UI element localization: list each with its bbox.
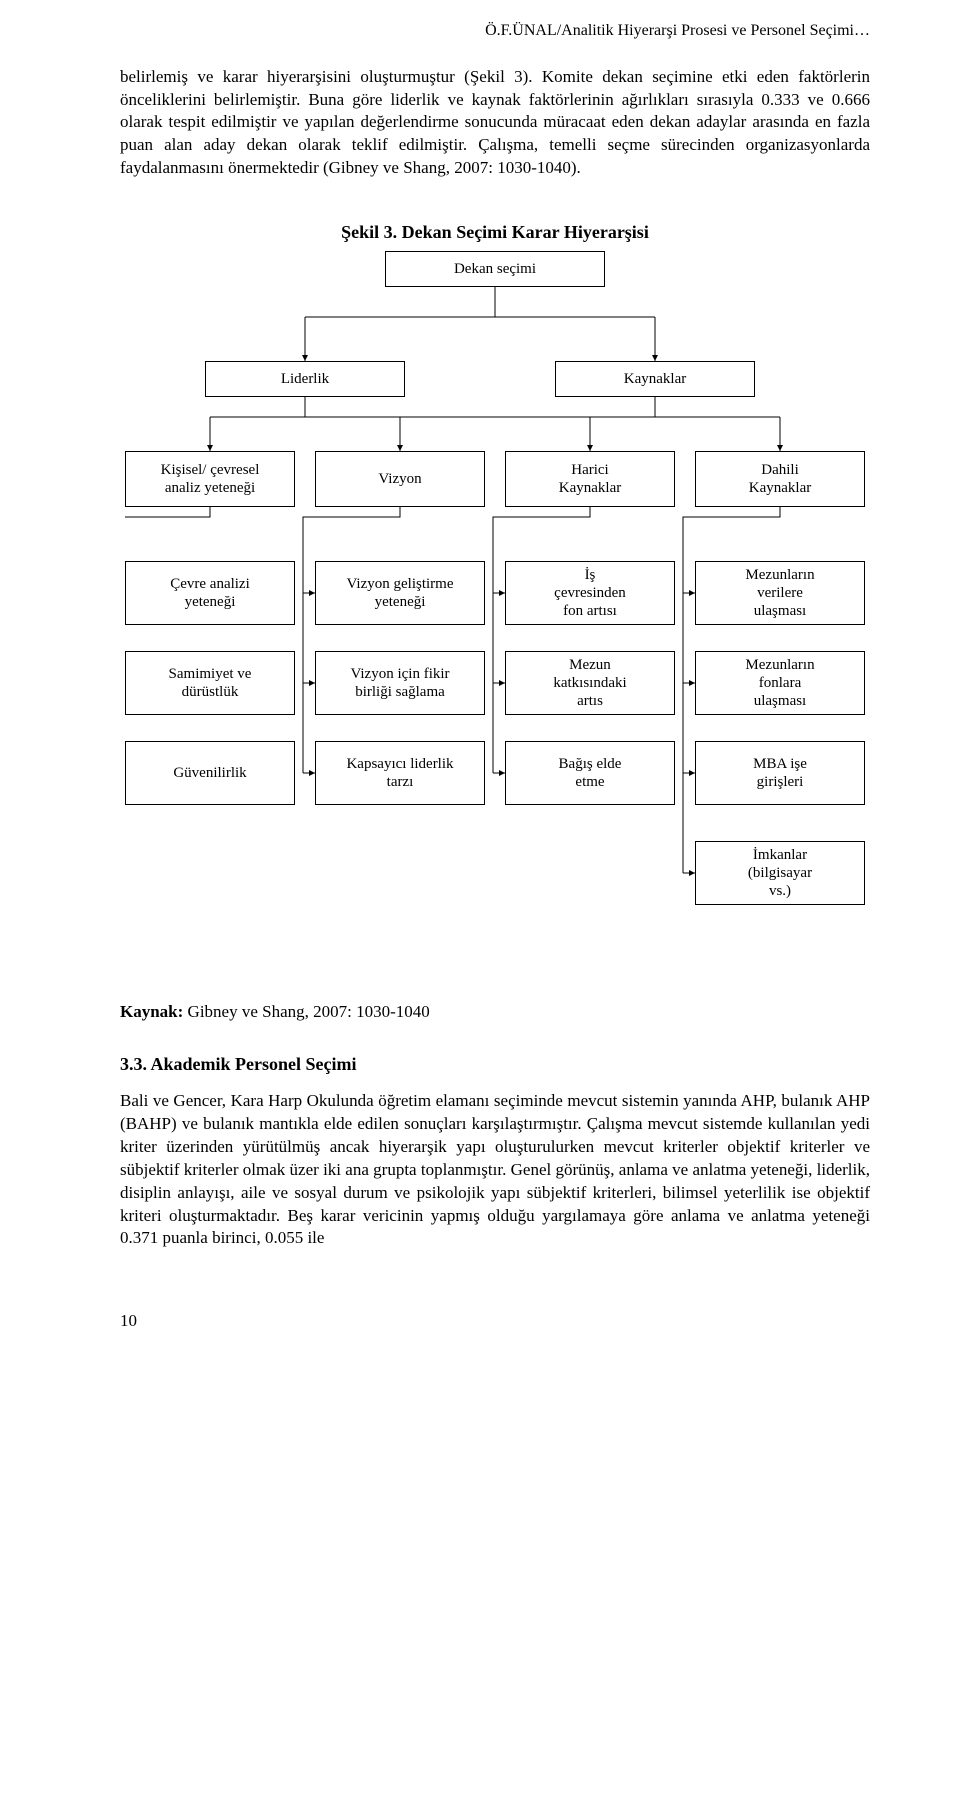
running-header: Ö.F.ÜNAL/Analitik Hiyerarşi Prosesi ve P… bbox=[120, 20, 870, 42]
level1-box-0: Liderlik bbox=[205, 361, 405, 397]
source-text: Gibney ve Shang, 2007: 1030-1040 bbox=[183, 1002, 429, 1021]
level2-box-2: Harici Kaynaklar bbox=[505, 451, 675, 507]
leaf-3-3: İmkanlar (bilgisayar vs.) bbox=[695, 841, 865, 905]
figure-title: Şekil 3. Dekan Seçimi Karar Hiyerarşisi bbox=[120, 220, 870, 244]
leaf-0-0: Çevre analizi yeteneği bbox=[125, 561, 295, 625]
leaf-2-0: İş çevresinden fon artısı bbox=[505, 561, 675, 625]
root-box: Dekan seçimi bbox=[385, 251, 605, 287]
section-heading: 3.3. Akademik Personel Seçimi bbox=[120, 1052, 870, 1076]
level2-box-1: Vizyon bbox=[315, 451, 485, 507]
leaf-3-0: Mezunların verilere ulaşması bbox=[695, 561, 865, 625]
leaf-0-1: Samimiyet ve dürüstlük bbox=[125, 651, 295, 715]
figure-source: Kaynak: Gibney ve Shang, 2007: 1030-1040 bbox=[120, 1001, 870, 1024]
leaf-1-2: Kapsayıcı liderlik tarzı bbox=[315, 741, 485, 805]
leaf-3-1: Mezunların fonlara ulaşması bbox=[695, 651, 865, 715]
source-label: Kaynak: bbox=[120, 1002, 183, 1021]
leaf-3-2: MBA işe girişleri bbox=[695, 741, 865, 805]
page-number: 10 bbox=[120, 1310, 870, 1333]
paragraph-2: Bali ve Gencer, Kara Harp Okulunda öğret… bbox=[120, 1090, 870, 1251]
leaf-2-2: Bağış elde etme bbox=[505, 741, 675, 805]
leaf-2-1: Mezun katkısındaki artıs bbox=[505, 651, 675, 715]
leaf-1-0: Vizyon geliştirme yeteneği bbox=[315, 561, 485, 625]
level1-box-1: Kaynaklar bbox=[555, 361, 755, 397]
paragraph-1: belirlemiş ve karar hiyerarşisini oluştu… bbox=[120, 66, 870, 181]
level2-box-3: Dahili Kaynaklar bbox=[695, 451, 865, 507]
leaf-1-1: Vizyon için fikir birliği sağlama bbox=[315, 651, 485, 715]
level2-box-0: Kişisel/ çevresel analiz yeteneği bbox=[125, 451, 295, 507]
hierarchy-diagram: Dekan seçimi Liderlik Kaynaklar Kişisel/ çe… bbox=[125, 251, 865, 991]
leaf-0-2: Güvenilirlik bbox=[125, 741, 295, 805]
